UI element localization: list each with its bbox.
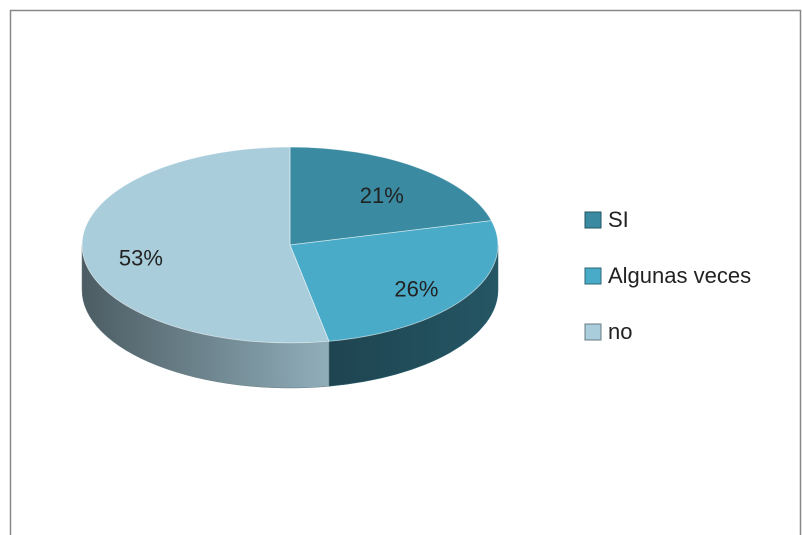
pie-slice: [81, 146, 330, 344]
legend-label: SI: [608, 207, 629, 232]
legend-label: Algunas veces: [608, 263, 751, 288]
legend-swatch: [584, 211, 602, 229]
chart-border: [9, 9, 802, 535]
pie-slice: [289, 220, 499, 342]
legend-label: no: [608, 319, 632, 344]
data-label: 21%: [360, 183, 404, 208]
data-label: 53%: [119, 245, 163, 270]
pie-slice: [289, 146, 493, 246]
legend-swatch: [584, 267, 602, 285]
legend-swatch: [584, 323, 602, 341]
data-label: 26%: [394, 277, 438, 302]
